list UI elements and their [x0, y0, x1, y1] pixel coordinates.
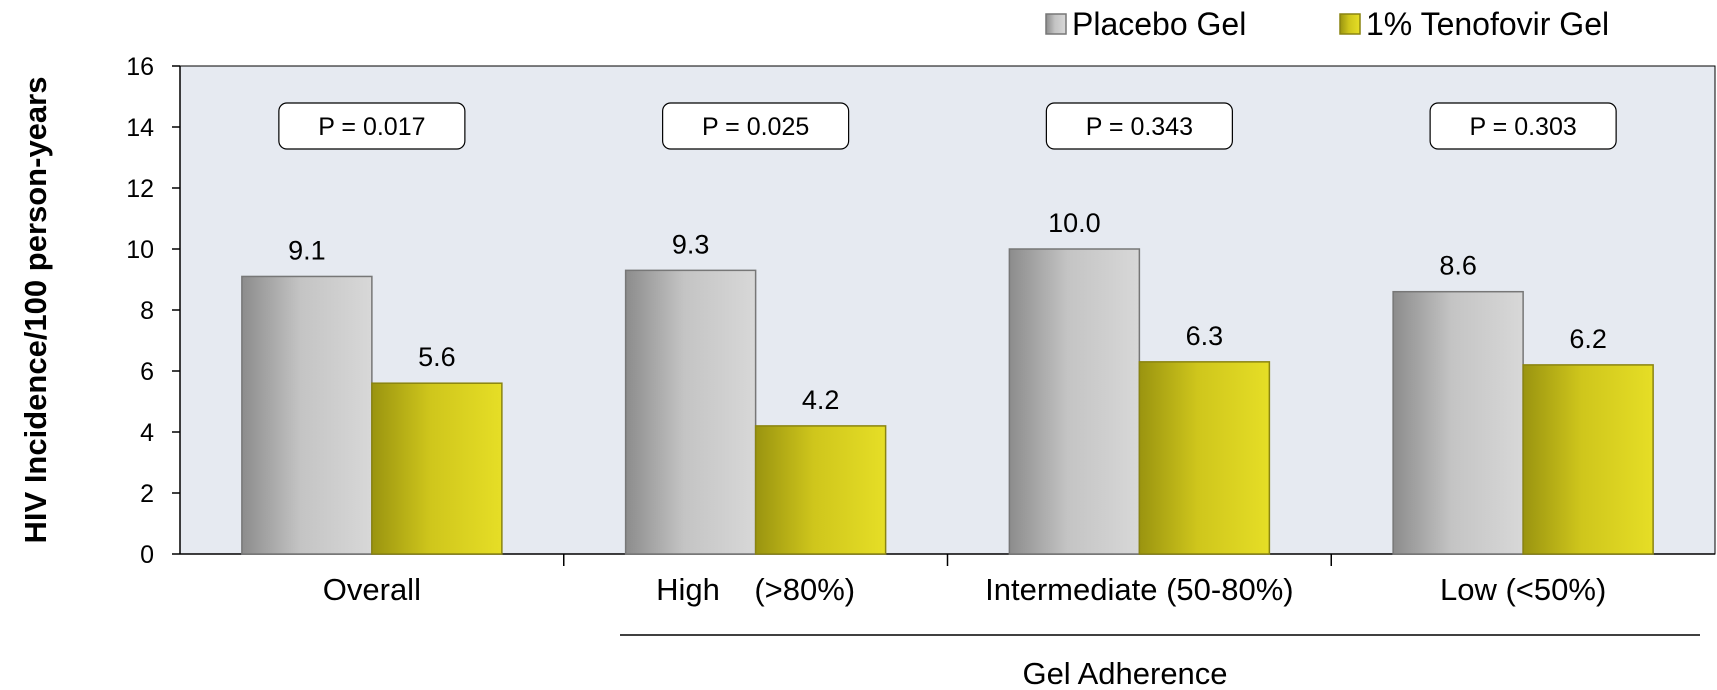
p-value-box [1429, 102, 1617, 150]
y-tick-label: 4 [140, 419, 154, 447]
data-label: 4.2 [802, 385, 840, 415]
p-value-text: P = 0.303 [1469, 113, 1576, 141]
bar-placebo [624, 269, 757, 555]
category-label: Overall [323, 572, 421, 607]
data-label: 6.2 [1569, 324, 1607, 354]
category-label: High (>80%) [656, 572, 855, 607]
category-label: Low (<50%) [1440, 572, 1606, 607]
bar-tenofovir [1522, 364, 1654, 555]
category-labels: Overall High (>80%) Intermediate (50-80%) L… [323, 572, 1606, 607]
p-value-text: P = 0.017 [318, 113, 425, 141]
legend-label: Placebo Gel [1072, 6, 1246, 42]
bar-placebo [241, 275, 373, 555]
p-value-box [1045, 102, 1233, 150]
data-label: 9.1 [288, 235, 326, 265]
legend-swatch-placebo [1045, 13, 1067, 35]
y-tick-label: 6 [140, 358, 154, 386]
bar-tenofovir [754, 425, 887, 555]
y-tick-label: 12 [126, 175, 154, 203]
p-value-box [662, 102, 850, 150]
y-tick-label: 16 [126, 53, 154, 81]
y-axis-title: HIV Incidence/100 person-years [18, 77, 53, 544]
y-tick-label: 0 [140, 541, 154, 569]
legend: Placebo Gel 1% Tenofovir Gel [1045, 6, 1609, 42]
data-label: 5.6 [418, 342, 456, 372]
legend-label: 1% Tenofovir Gel [1366, 6, 1609, 42]
bar-placebo [1392, 290, 1524, 555]
y-tick-label: 2 [140, 480, 154, 508]
pvalue-boxes: P = 0.017 P = 0.025 P = 0.343 P = 0.303 [278, 102, 1617, 150]
p-value-box [278, 102, 466, 150]
bar-tenofovir [1138, 361, 1271, 555]
bars [241, 248, 1654, 555]
p-value-text: P = 0.025 [702, 113, 809, 141]
legend-swatch-tenofovir [1339, 13, 1361, 35]
bar-tenofovir [371, 382, 503, 555]
data-label: 6.3 [1186, 321, 1224, 351]
x-axis-title: Gel Adherence [1022, 656, 1227, 690]
data-label: 9.3 [672, 229, 710, 259]
y-axis: 0 2 4 6 8 10 12 14 16 [126, 53, 181, 569]
y-tick-label: 14 [126, 114, 154, 142]
p-value-text: P = 0.343 [1086, 113, 1193, 141]
data-label: 8.6 [1439, 251, 1477, 281]
y-tick-label: 10 [126, 236, 154, 264]
bar-placebo [1008, 248, 1141, 555]
category-label: Intermediate (50-80%) [985, 572, 1293, 607]
y-tick-label: 8 [140, 297, 154, 325]
x-axis [180, 553, 1715, 566]
data-labels: 9.1 5.6 9.3 4.2 10.0 6.3 8.6 6.2 [288, 208, 1607, 415]
data-label: 10.0 [1048, 208, 1101, 238]
